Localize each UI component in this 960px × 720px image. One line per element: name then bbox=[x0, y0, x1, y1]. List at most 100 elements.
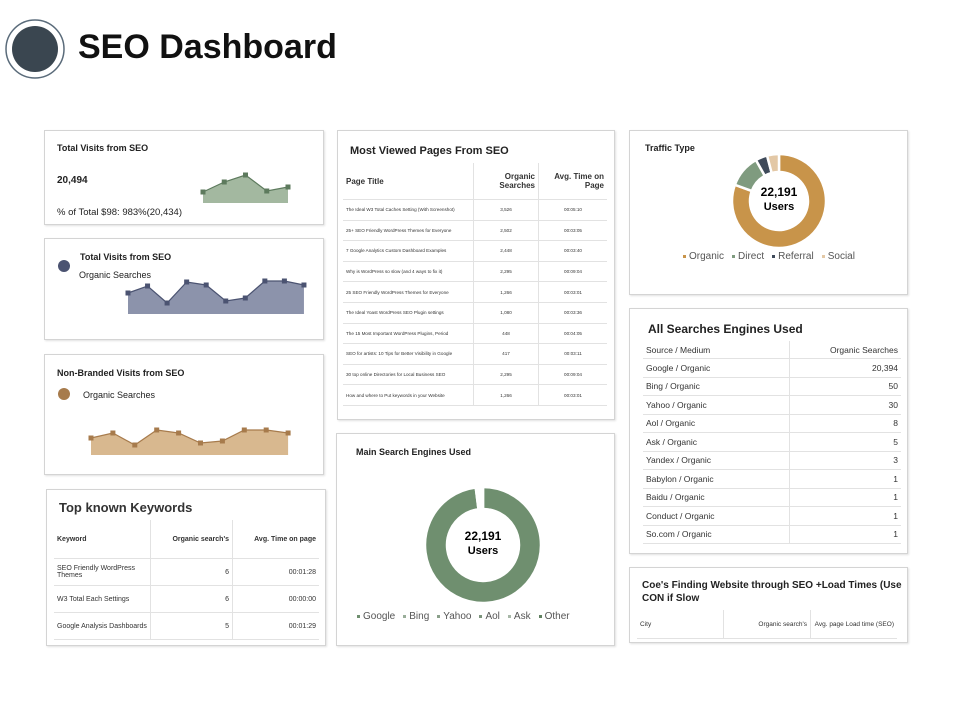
legend-label: Organic bbox=[689, 251, 725, 262]
row: SEO Friendly WordPress Themes 6 00:01:28 bbox=[54, 558, 319, 586]
header-row: Keyword Organic search's Avg. Time on page bbox=[54, 520, 319, 559]
legend-swatch bbox=[772, 254, 776, 258]
cell: Yandex / Organic bbox=[643, 451, 790, 470]
legend-label: Referral bbox=[778, 251, 814, 262]
row: Yandex / Organic 3 bbox=[643, 451, 901, 470]
cell: Yahoo / Organic bbox=[643, 395, 790, 415]
cell: 00:05:10 bbox=[538, 199, 607, 221]
cell: The Ideal W3 Total Caches Setting (With … bbox=[343, 199, 474, 221]
column-header: Avg. Time on page bbox=[232, 520, 319, 559]
table: Page Title Organic Searches Avg. Time on P… bbox=[343, 163, 607, 406]
label: Traffic Type bbox=[645, 143, 695, 153]
cell: 00:09:04 bbox=[538, 261, 607, 283]
row: How and where to Put keywords in your We… bbox=[343, 384, 607, 406]
cell: 6 bbox=[150, 585, 233, 613]
cell: 6 bbox=[150, 558, 233, 586]
cell: Baidu / Organic bbox=[643, 488, 790, 507]
legend-swatch bbox=[437, 614, 441, 618]
legend-swatch bbox=[507, 614, 511, 618]
legend-item: Other bbox=[538, 611, 570, 622]
legend-label: Other bbox=[544, 611, 570, 622]
cell: 00:09:04 bbox=[538, 364, 607, 386]
cell: The 15 Most Important WordPress Plugins,… bbox=[343, 323, 474, 345]
row: Bing / Organic 50 bbox=[643, 377, 901, 396]
cell: Conduct / Organic bbox=[643, 506, 790, 526]
row: 25 SEO Friendly WordPress Themes for Eve… bbox=[343, 281, 607, 303]
legend-item: Organic bbox=[683, 251, 724, 262]
legend-swatch bbox=[357, 614, 360, 618]
column-header: Organic Searches bbox=[789, 341, 901, 359]
cell: Why is WordPress so slow (and 4 ways to … bbox=[343, 261, 474, 283]
cell: 00:01:29 bbox=[232, 612, 319, 640]
row: 30 top online Directories for Local Busi… bbox=[343, 364, 607, 386]
column-header: Organic search's bbox=[150, 520, 233, 559]
header-row: Page Title Organic Searches Avg. Time on P… bbox=[343, 163, 607, 200]
cell: Ask / Organic bbox=[643, 432, 790, 452]
cell: Google Analysis Dashboards bbox=[54, 612, 151, 640]
logo-ring bbox=[5, 19, 65, 79]
traffic-panel bbox=[629, 130, 908, 295]
cell: 448 bbox=[473, 323, 539, 345]
cell: Aol / Organic bbox=[643, 414, 790, 433]
cell: 5 bbox=[789, 432, 901, 452]
legend-swatch bbox=[732, 254, 736, 258]
legend-label: Direct bbox=[738, 251, 765, 262]
cell: 1,266 bbox=[473, 281, 539, 303]
cell: 1,080 bbox=[473, 302, 539, 324]
row: Google / Organic 20,394 bbox=[643, 358, 901, 378]
row: The Ideal W3 Total Caches Setting (With … bbox=[343, 199, 607, 221]
label: Organic Searches bbox=[79, 270, 152, 280]
cell: 7 Google Analytics Custom Dashboard Exam… bbox=[343, 240, 474, 262]
label: 20,494 bbox=[57, 175, 88, 186]
legend-label: Bing bbox=[409, 611, 430, 622]
cell: How and where to Put keywords in your We… bbox=[343, 384, 474, 406]
cell: 25 SEO Friendly WordPress Themes for Eve… bbox=[343, 281, 474, 303]
column-header: Avg. page Load time (SEO) bbox=[810, 610, 897, 639]
cell: 2,448 bbox=[473, 240, 539, 262]
cell: 5 bbox=[150, 612, 233, 640]
legend: Google Bing Yahoo Aol Ask Other bbox=[357, 611, 570, 622]
row: Baidu / Organic 1 bbox=[643, 488, 901, 507]
column-header: Keyword bbox=[54, 520, 151, 559]
table: Keyword Organic search's Avg. Time on page… bbox=[54, 520, 319, 640]
label: Coe's Finding Website through SEO +Load … bbox=[642, 580, 902, 604]
column-header: Organic Searches bbox=[473, 163, 539, 200]
column-header: Source / Medium bbox=[643, 341, 790, 359]
cell: Babylon / Organic bbox=[643, 469, 790, 489]
label: Total Visits from SEO bbox=[80, 252, 172, 262]
cell: 00:00:00 bbox=[232, 585, 319, 613]
column-header: Organic search's bbox=[723, 610, 811, 639]
cell: 8 bbox=[789, 414, 901, 433]
cell: 00:01:28 bbox=[232, 558, 319, 586]
row: Google Analysis Dashboards 5 00:01:29 bbox=[54, 612, 319, 640]
label: All Searches Engines Used bbox=[648, 322, 803, 336]
legend-item: Direct bbox=[732, 251, 764, 262]
label: Most Viewed Pages From SEO bbox=[350, 145, 509, 157]
cell: 50 bbox=[789, 377, 901, 396]
column-header: Avg. Time on Page bbox=[538, 163, 607, 200]
legend-item: Ask bbox=[507, 611, 531, 622]
legend-swatch bbox=[683, 254, 686, 258]
label: Main Search Engines Used bbox=[356, 447, 472, 457]
cell: 00:03:01 bbox=[538, 281, 607, 303]
legend-item: Aol bbox=[479, 611, 500, 622]
row: Babylon / Organic 1 bbox=[643, 469, 901, 489]
label: Top known Keywords bbox=[59, 500, 193, 515]
legend-label: Google bbox=[363, 611, 396, 622]
cell: SEO Friendly WordPress Themes bbox=[54, 558, 151, 586]
label: % of Total $98: 983%(20,434) bbox=[57, 207, 182, 218]
cell: 2,502 bbox=[473, 220, 539, 242]
row: W3 Total Each Settings 6 00:00:00 bbox=[54, 585, 319, 613]
column-header: City bbox=[637, 610, 724, 639]
cell: 1 bbox=[789, 506, 901, 526]
legend-item: Referral bbox=[772, 251, 814, 262]
cell: 00:03:40 bbox=[538, 240, 607, 262]
cell: Bing / Organic bbox=[643, 377, 790, 396]
legend-swatch bbox=[479, 614, 483, 618]
label: Non-Branded Visits from SEO bbox=[57, 368, 185, 378]
column-header: Page Title bbox=[343, 163, 474, 200]
legend-item: Yahoo bbox=[437, 611, 471, 622]
cell: 1,266 bbox=[473, 384, 539, 406]
cell: 00:04:05 bbox=[538, 323, 607, 345]
